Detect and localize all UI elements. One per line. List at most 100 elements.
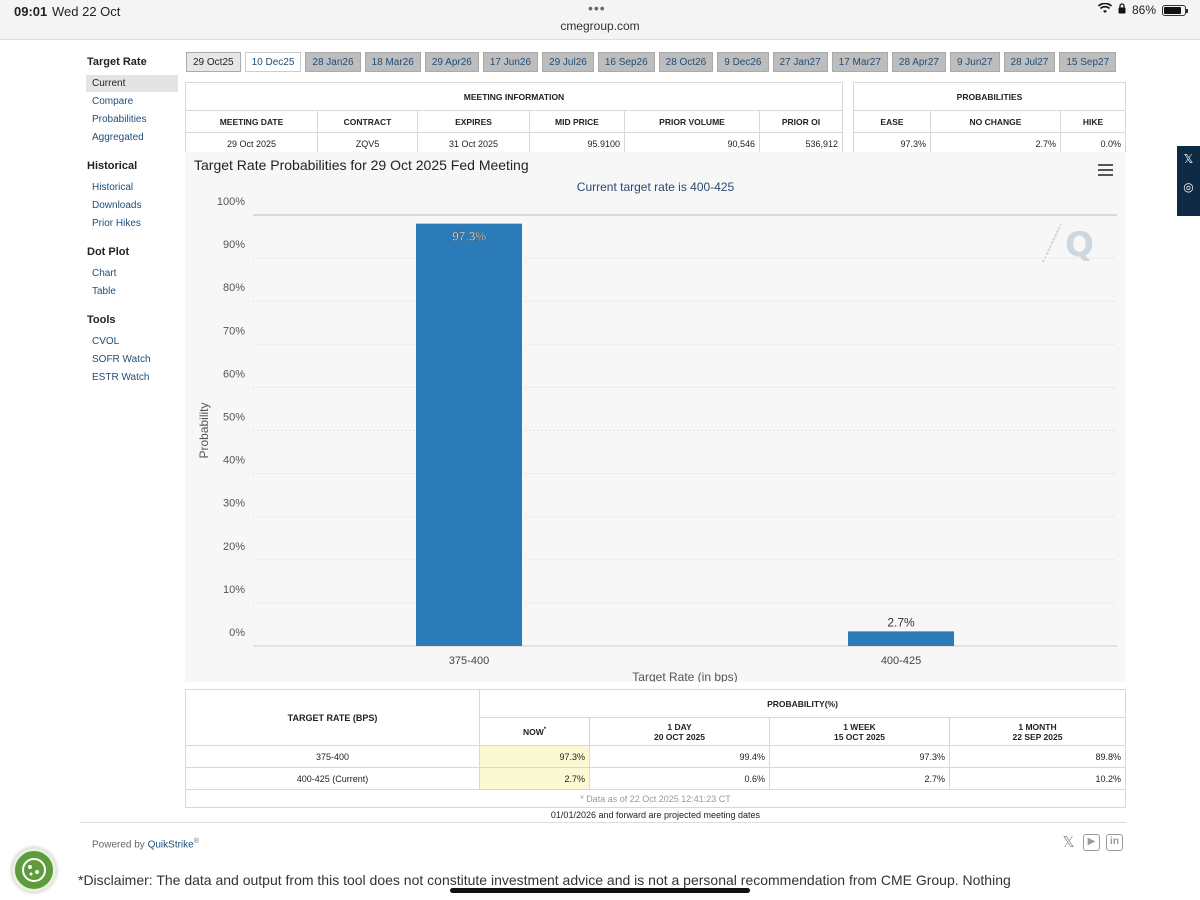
youtube-icon[interactable]: ▶ [1083, 834, 1100, 851]
y-tick-label: 10% [223, 584, 245, 596]
probabilities-table: PROBABILITIES EASE NO CHANGE HIKE 97.3% … [853, 82, 1126, 155]
y-tick-label: 30% [223, 498, 245, 510]
tab-9-dec26[interactable]: 9 Dec26 [717, 52, 769, 72]
1-week-cell: 2.7% [769, 767, 950, 790]
probability-chart: Target Rate Probabilities for 29 Oct 202… [185, 152, 1126, 682]
y-axis-label: Probability [197, 402, 211, 458]
x-axis-label: Target Rate (in bps) [632, 670, 737, 682]
status-icons: 86% [1097, 2, 1188, 17]
sidebar-item-current[interactable]: Current [86, 75, 178, 92]
x-tick-label: 400-425 [881, 655, 921, 667]
tab-28-apr27[interactable]: 28 Apr27 [891, 52, 946, 72]
sidebar-item-prior-hikes[interactable]: Prior Hikes [92, 218, 141, 229]
1-month-cell: 89.8% [949, 745, 1126, 768]
tab-29-oct25[interactable]: 29 Oct25 [186, 52, 241, 72]
1-month-cell: 10.2% [949, 767, 1126, 790]
probability-header: PROBABILITY(%) [479, 689, 1126, 718]
col-prior-volume: PRIOR VOLUME [624, 110, 760, 133]
tab-27-jan27[interactable]: 27 Jan27 [772, 52, 828, 72]
sidebar-section-title: Tools [87, 314, 116, 326]
tab-16-sep26[interactable]: 16 Sep26 [597, 52, 655, 72]
tab-18-mar26[interactable]: 18 Mar26 [364, 52, 421, 72]
tab-15-sep27[interactable]: 15 Sep27 [1059, 52, 1117, 72]
col-1-day: 1 DAY 20 OCT 2025 [589, 717, 770, 746]
y-tick-label: 0% [229, 627, 245, 639]
probability-history-table: TARGET RATE (BPS) PROBABILITY(%) NOW* 1 … [185, 689, 1126, 808]
col-1-month: 1 MONTH 22 SEP 2025 [949, 717, 1126, 746]
col-contract: CONTRACT [317, 110, 418, 133]
sidebar-section-title: Target Rate [87, 56, 147, 68]
y-tick-label: 80% [223, 282, 245, 294]
1-day-cell: 0.6% [589, 767, 770, 790]
tab-29-apr26[interactable]: 29 Apr26 [424, 52, 479, 72]
tab-28-oct26[interactable]: 28 Oct26 [658, 52, 714, 72]
rate-cell: 375-400 [185, 745, 480, 768]
data-label: 97.3% [452, 230, 486, 244]
status-bar: 09:01 Wed 22 Oct ••• cmegroup.com 86% [0, 0, 1200, 40]
svg-text:Q: Q [1065, 225, 1094, 265]
1-day-cell: 99.4% [589, 745, 770, 768]
probabilities-header: PROBABILITIES [853, 82, 1126, 111]
col-no-change: NO CHANGE [930, 110, 1061, 133]
sidebar-item-aggregated[interactable]: Aggregated [92, 132, 144, 143]
battery-percent: 86% [1131, 3, 1156, 17]
col-mid-price: MID PRICE [529, 110, 625, 133]
quikstrike-link[interactable]: QuikStrike [147, 839, 194, 851]
tab-29-jul26[interactable]: 29 Jul26 [542, 52, 594, 72]
sidebar-item-chart[interactable]: Chart [92, 268, 117, 279]
social-links: 𝕏 ▶ in [1060, 834, 1123, 851]
col-prior-oi: PRIOR OI [759, 110, 843, 133]
sidebar-item-estr-watch[interactable]: ESTR Watch [92, 372, 150, 383]
linkedin-icon[interactable]: in [1106, 834, 1123, 851]
disclaimer-text: *Disclaimer: The data and output from th… [78, 872, 1011, 888]
sidebar-item-cvol[interactable]: CVOL [92, 336, 120, 347]
lock-icon [1118, 3, 1126, 17]
sidebar-item-table[interactable]: Table [92, 286, 116, 297]
data-asof-note: * Data as of 22 Oct 2025 12:41:23 CT [185, 789, 1126, 808]
date: Wed 22 Oct [52, 4, 121, 19]
1-week-cell: 97.3% [769, 745, 950, 768]
tab-17-mar27[interactable]: 17 Mar27 [831, 52, 888, 72]
sidebar-section-title: Dot Plot [87, 246, 130, 258]
tab-17-jun26[interactable]: 17 Jun26 [482, 52, 539, 72]
tab-28-jan26[interactable]: 28 Jan26 [305, 52, 361, 72]
x-icon[interactable]: 𝕏 [1062, 834, 1075, 851]
url-bar[interactable]: cmegroup.com [560, 19, 640, 33]
battery-icon [1162, 4, 1188, 16]
sidebar-item-sofr-watch[interactable]: SOFR Watch [92, 354, 151, 365]
x-tick-label: 375-400 [449, 655, 489, 667]
chart-plot: Q 0% 10% 20% 30% 40% 50% 60% 70% 80% 90% 100% 97.3%… [197, 196, 1117, 682]
sidebar-item-probabilities[interactable]: Probabilities [92, 114, 147, 125]
chart-subtitle: Current target rate is 400-425 [576, 180, 735, 194]
sidebar-item-downloads[interactable]: Downloads [92, 200, 142, 211]
col-now: NOW* [479, 717, 590, 746]
home-indicator[interactable] [450, 888, 750, 893]
col-hike: HIKE [1060, 110, 1126, 133]
cookie-settings-icon[interactable] [12, 848, 56, 892]
sidebar-nav: Target Rate Current Compare Probabilities Ag… [86, 54, 178, 398]
tab-28-jul27[interactable]: 28 Jul27 [1003, 52, 1056, 72]
meeting-info-table: MEETING INFORMATION MEETING DATE CONTRAC… [185, 82, 843, 155]
col-meeting-date: MEETING DATE [185, 110, 318, 133]
bar-400-425 [848, 631, 954, 646]
meeting-date-tabs: 29 Oct25 10 Dec25 28 Jan26 18 Mar26 29 Apr26… [186, 52, 1117, 72]
projected-dates-note: 01/01/2026 and forward are projected mee… [550, 810, 761, 820]
meeting-info-header: MEETING INFORMATION [185, 82, 843, 111]
y-tick-label: 40% [223, 455, 245, 467]
chart-menu-icon[interactable] [1098, 164, 1113, 179]
table-row: 375-400 97.3% 99.4% 97.3% 89.8% [185, 745, 1126, 768]
bar-375-400 [416, 223, 522, 646]
col-expires: EXPIRES [417, 110, 530, 133]
side-share-panel[interactable]: 𝕏 ◎ [1177, 146, 1200, 216]
tab-9-jun27[interactable]: 9 Jun27 [949, 52, 1000, 72]
sidebar-item-historical[interactable]: Historical [92, 182, 134, 193]
wifi-icon [1097, 2, 1113, 17]
footer-divider [80, 822, 1126, 823]
now-cell: 2.7% [479, 767, 590, 790]
tab-10-dec25[interactable]: 10 Dec25 [244, 52, 302, 72]
sidebar-item-compare[interactable]: Compare [92, 96, 134, 107]
y-tick-label: 60% [223, 368, 245, 380]
more-dots-icon[interactable]: ••• [588, 0, 606, 16]
chart-title: Target Rate Probabilities for 29 Oct 202… [194, 157, 529, 173]
rate-cell: 400-425 (Current) [185, 767, 480, 790]
